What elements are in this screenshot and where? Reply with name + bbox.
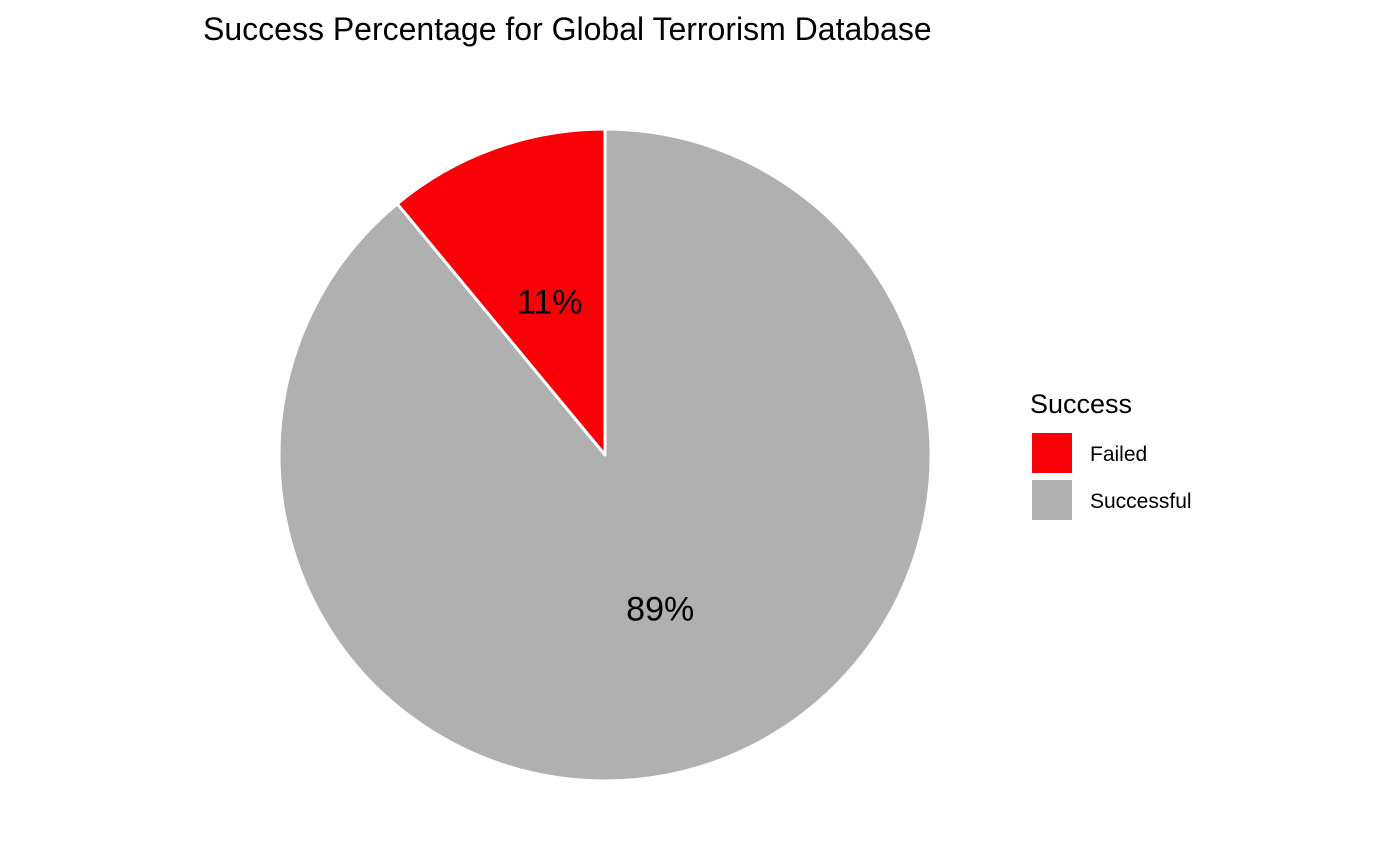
legend-title: Success <box>1030 389 1132 419</box>
chart-title: Success Percentage for Global Terrorism … <box>203 11 932 47</box>
pie-slices <box>277 127 933 783</box>
legend-label-successful: Successful <box>1090 490 1192 513</box>
legend-items: Failed Successful <box>1032 433 1192 520</box>
pie-slice-successful <box>277 127 933 783</box>
legend-swatch-failed <box>1032 433 1072 473</box>
pie-slice-labels: 11% 89% <box>517 284 694 629</box>
slice-label-failed: 11% <box>517 284 583 322</box>
pie-slice-failed <box>395 127 607 457</box>
legend-swatch-successful <box>1032 480 1072 520</box>
legend: Success Failed Successful <box>1030 389 1192 520</box>
slice-label-successful: 89% <box>626 590 694 628</box>
legend-label-failed: Failed <box>1090 443 1147 466</box>
